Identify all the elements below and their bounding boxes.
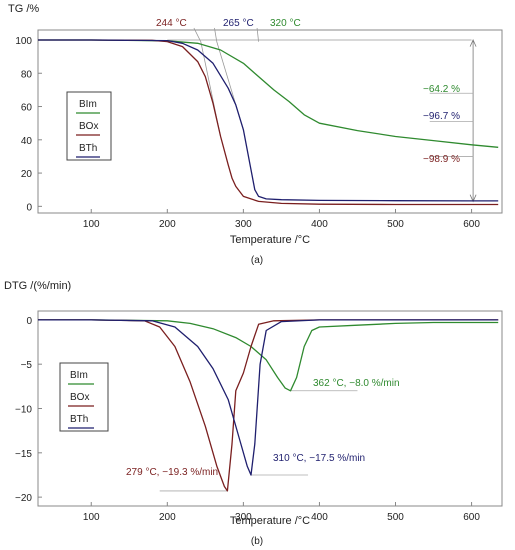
y-tick-label: 20 <box>21 169 33 180</box>
panel-a-legend-label-1: BOx <box>79 121 98 132</box>
x-tick-label: 600 <box>463 219 480 230</box>
y-tick-label: −10 <box>15 405 32 416</box>
panel-a-x-ticks: 100 200 300 400 500 600 <box>83 209 480 230</box>
panel-a-legend: BIm BOx BTh <box>66 91 112 161</box>
panel-b-ylabel: DTG /(%/min) <box>4 280 71 292</box>
y-tick-label: −15 <box>15 449 32 460</box>
panel-a-caption: (a) <box>251 255 263 266</box>
panel-a-plot-frame <box>37 29 503 214</box>
y-tick-label: 0 <box>26 202 32 213</box>
y-tick-label: 60 <box>21 103 33 114</box>
panel-a-legend-label-0: BIm <box>79 99 97 110</box>
panel-a-series <box>38 39 499 206</box>
y-tick-label: 100 <box>15 36 32 47</box>
panel-a-y-ticks: 0 20 40 60 80 100 <box>15 36 42 213</box>
y-tick-label: 40 <box>21 136 33 147</box>
peak-label-boxv: 279 °C, −19.3 %/min <box>126 467 218 478</box>
panel-b-annotation-lines <box>159 390 358 492</box>
series-line-bth <box>38 319 499 476</box>
series-line-bim <box>38 319 499 392</box>
onset-label-bim: 320 °C <box>270 18 301 29</box>
panel-b-legend-label-1: BOx <box>70 392 89 403</box>
panel-a-tg-chart: TG /% 0 20 40 60 80 100 100 200 300 400 500 600 Te… <box>8 3 503 266</box>
panel-a-ylabel: TG /% <box>8 3 39 15</box>
y-tick-label: −20 <box>15 493 32 504</box>
panel-b-series <box>38 319 499 492</box>
onset-leader <box>193 27 202 42</box>
panel-a-xlabel: Temperature /°C <box>230 234 310 246</box>
onset-leader <box>214 27 218 42</box>
peak-label-bth: 310 °C, −17.5 %/min <box>273 453 365 464</box>
mass-loss-label-bim: −64.2 % <box>423 84 460 95</box>
onset-label-bth: 265 °C <box>223 18 254 29</box>
peak-label-bim: 362 °C, −8.0 %/min <box>313 378 400 389</box>
series-line-box <box>38 39 499 206</box>
x-tick-label: 100 <box>83 219 100 230</box>
x-tick-label: 600 <box>463 512 480 523</box>
panel-b-legend-label-2: BTh <box>70 414 88 425</box>
mass-loss-label-boxv: −98.9 % <box>423 154 460 165</box>
panel-b-dtg-chart: DTG /(%/min) 0 −5 −10 −15 −20 100 200 300 400 50… <box>4 280 503 547</box>
x-tick-label: 300 <box>235 219 252 230</box>
panel-b-x-ticks: 100 200 300 400 500 600 <box>83 502 480 523</box>
onset-leader <box>256 27 259 42</box>
x-tick-label: 300 <box>235 512 252 523</box>
panel-a-legend-label-2: BTh <box>79 143 97 154</box>
panel-b-legend-box <box>59 362 109 432</box>
y-tick-label: −5 <box>21 360 33 371</box>
mass-loss-label-bth: −96.7 % <box>423 111 460 122</box>
panel-b-y-ticks: 0 −5 −10 −15 −20 <box>15 316 42 504</box>
panel-b-xlabel: Temperature /°C <box>230 515 310 527</box>
panel-b-legend-label-0: BIm <box>70 370 88 381</box>
x-tick-label: 500 <box>387 219 404 230</box>
y-tick-label: 80 <box>21 69 33 80</box>
series-line-bim <box>38 39 499 148</box>
x-tick-label: 400 <box>311 219 328 230</box>
x-tick-label: 200 <box>159 512 176 523</box>
panel-b-legend: BIm BOx BTh <box>59 362 109 432</box>
panel-b-caption: (b) <box>251 536 263 547</box>
x-tick-label: 200 <box>159 219 176 230</box>
onset-label-boxv: 244 °C <box>156 18 187 29</box>
x-tick-label: 400 <box>311 512 328 523</box>
y-tick-label: 0 <box>26 316 32 327</box>
x-tick-label: 500 <box>387 512 404 523</box>
arrow-up-icon <box>469 39 477 47</box>
x-tick-label: 100 <box>83 512 100 523</box>
panel-a-legend-box <box>66 91 112 161</box>
series-line-bth <box>38 39 499 202</box>
